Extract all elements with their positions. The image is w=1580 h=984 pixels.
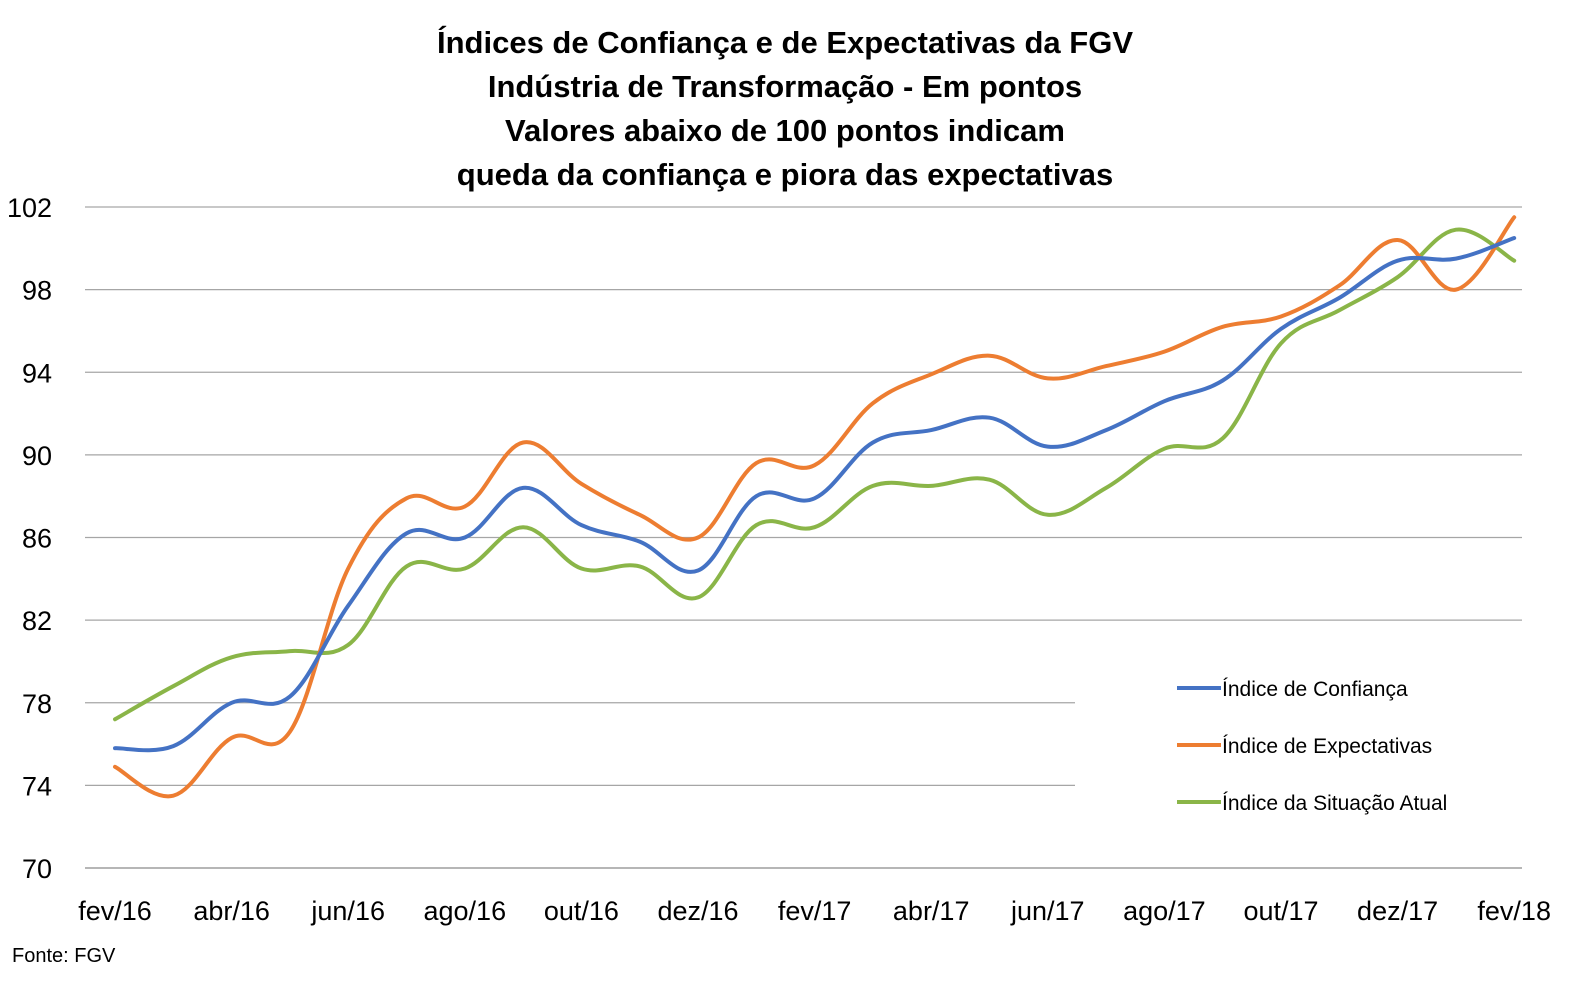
- x-tick-label: abr/16: [193, 896, 270, 926]
- series-lines: [113, 215, 1517, 799]
- y-tick-label: 82: [22, 606, 52, 636]
- x-tick-label: out/16: [544, 896, 619, 926]
- chart-title-line-3: Valores abaixo de 100 pontos indicam: [505, 113, 1065, 148]
- y-tick-label: 90: [22, 441, 52, 471]
- y-tick-label: 86: [22, 524, 52, 554]
- x-tick-label: fev/16: [78, 896, 152, 926]
- x-tick-label: out/17: [1243, 896, 1318, 926]
- chart-title-line-4: queda da confiança e piora das expectati…: [457, 157, 1113, 192]
- x-tick-label: ago/16: [424, 896, 507, 926]
- x-tick-label: dez/16: [657, 896, 738, 926]
- y-tick-label: 74: [22, 771, 52, 801]
- chart-title-line-1: Índices de Confiança e de Expectativas d…: [437, 25, 1133, 60]
- y-tick-label: 102: [7, 193, 52, 223]
- legend-label: Índice de Expectativas: [1222, 735, 1432, 758]
- y-tick-label: 94: [22, 358, 52, 388]
- legend-label: Índice da Situação Atual: [1222, 792, 1447, 815]
- x-axis: fev/16 abr/16 jun/16 ago/16 out/16 dez/16 fev/…: [78, 896, 1551, 926]
- source-note: Fonte: FGV: [12, 945, 116, 967]
- x-tick-label: fev/17: [778, 896, 852, 926]
- y-tick-label: 78: [22, 689, 52, 719]
- x-tick-label: dez/17: [1357, 896, 1438, 926]
- x-tick-label: fev/18: [1477, 896, 1551, 926]
- y-axis: 70 74 78 82 86 90 94 98 102: [7, 193, 52, 884]
- y-tick-label: 98: [22, 276, 52, 306]
- x-tick-label: abr/17: [893, 896, 970, 926]
- series-line-3: [113, 227, 1517, 722]
- chart-title-line-2: Indústria de Transformação - Em pontos: [488, 69, 1082, 104]
- legend-label: Índice de Confiança: [1222, 678, 1408, 701]
- legend: Índice de Confiança Índice de Expectativa…: [1177, 678, 1447, 815]
- x-tick-label: jun/16: [310, 896, 385, 926]
- series-line-1: [113, 236, 1517, 753]
- x-tick-label: ago/17: [1123, 896, 1206, 926]
- chart-title: Índices de Confiança e de Expectativas d…: [437, 25, 1133, 192]
- x-tick-label: jun/17: [1010, 896, 1085, 926]
- y-tick-label: 70: [22, 854, 52, 884]
- series-line-2: [113, 215, 1517, 799]
